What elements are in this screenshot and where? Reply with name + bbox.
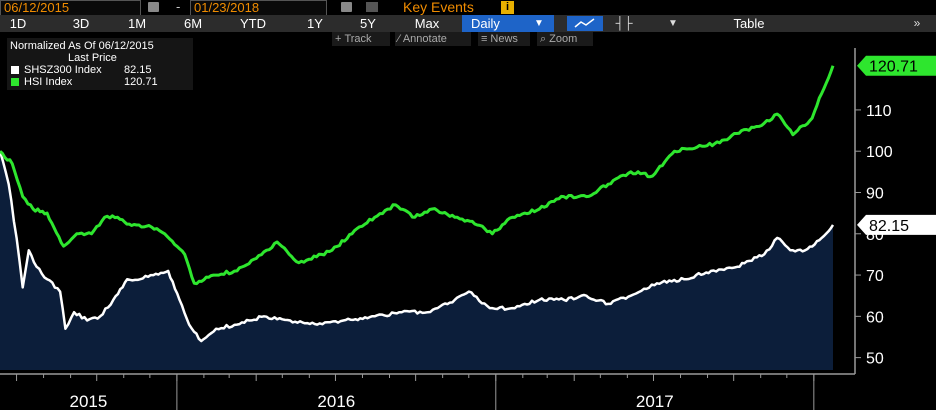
y-tick-label: 60 xyxy=(866,309,884,326)
range-tab-ytd[interactable]: YTD xyxy=(240,16,266,31)
chevron-down-icon: ▼ xyxy=(668,18,678,29)
start-date-field[interactable]: 06/12/2015 xyxy=(0,0,141,16)
chevron-down-icon: ▼ xyxy=(534,18,544,29)
range-tab-1y[interactable]: 1Y xyxy=(307,16,323,31)
news-label: News xyxy=(490,33,518,45)
last-value-label: 82.15 xyxy=(869,218,909,235)
last-value-tag-shsz300: 82.15 xyxy=(857,214,936,235)
range-selector-bar: 1D 3D 1M 6M YTD 1Y 5Y Max Daily ▼ ┤├ ▼ T… xyxy=(0,15,936,32)
date-range-toolbar: 06/12/2015 - 01/23/2018 Key Events i xyxy=(0,0,936,16)
zoom-tool[interactable]: ⌕ Zoom xyxy=(537,32,593,46)
track-tool[interactable]: + Track xyxy=(332,32,390,46)
bar-chart-button[interactable]: ┤├ xyxy=(611,15,637,32)
annotate-tool[interactable]: ∕ Annotate xyxy=(395,32,471,46)
pencil-icon: ∕ xyxy=(398,33,400,45)
last-value-tag-bg xyxy=(857,214,936,235)
legend-swatch-shsz300 xyxy=(11,66,19,74)
y-tick-label: 110 xyxy=(866,103,892,120)
y-tick-label: 70 xyxy=(866,268,884,285)
line-chart-icon xyxy=(574,18,595,28)
y-tick-label: 90 xyxy=(866,185,884,202)
legend-title: Normalized As Of 06/12/2015 xyxy=(10,40,154,52)
range-tab-5y[interactable]: 5Y xyxy=(360,16,376,31)
x-tick-label: 2015 xyxy=(70,392,108,410)
series-line-shsz300[interactable] xyxy=(0,150,835,343)
calendar-icon[interactable] xyxy=(341,2,352,12)
range-tab-6m[interactable]: 6M xyxy=(183,16,203,31)
legend-value-shsz300: 82.15 xyxy=(124,64,152,76)
series-line-hsi[interactable] xyxy=(0,65,835,286)
series-area-shsz300 xyxy=(0,151,833,370)
date-separator: - xyxy=(176,0,181,14)
table-button[interactable]: Table xyxy=(733,16,765,31)
track-label: Track xyxy=(344,33,372,45)
last-value-tag-hsi: 120.71 xyxy=(857,55,936,76)
frequency-dropdown[interactable]: Daily ▼ xyxy=(462,15,554,32)
x-tick-label: 2017 xyxy=(636,392,674,410)
calendar-icon[interactable] xyxy=(148,2,159,12)
ohlc-bar-icon: ┤├ xyxy=(615,16,633,30)
legend-subtitle: Last Price xyxy=(68,52,117,64)
key-events-label[interactable]: Key Events xyxy=(403,0,474,15)
key-events-checkbox[interactable] xyxy=(366,2,378,12)
legend-swatch-hsi xyxy=(11,78,19,86)
frequency-label: Daily xyxy=(471,16,500,31)
info-icon[interactable]: i xyxy=(501,1,514,14)
double-chevron-right-icon: » xyxy=(913,16,921,30)
range-tab-1m[interactable]: 1M xyxy=(127,16,147,31)
zoom-icon: ⌕ xyxy=(540,33,547,45)
last-value-tag-bg xyxy=(857,55,936,76)
news-icon: ≡ xyxy=(481,33,488,45)
zoom-label: Zoom xyxy=(549,33,578,45)
range-tab-3d[interactable]: 3D xyxy=(72,16,90,31)
chart-type-dropdown[interactable]: ▼ xyxy=(655,15,691,32)
annotate-label: Annotate xyxy=(402,33,447,45)
end-date-field[interactable]: 01/23/2018 xyxy=(190,0,327,16)
range-tab-max[interactable]: Max xyxy=(414,16,440,31)
line-chart-button[interactable] xyxy=(567,16,603,31)
crosshair-icon: + xyxy=(335,33,342,45)
legend-value-hsi: 120.71 xyxy=(124,76,158,88)
legend-name-shsz300: SHSZ300 Index xyxy=(24,64,102,76)
y-tick-label: 50 xyxy=(866,351,884,368)
legend-name-hsi: HSI Index xyxy=(24,76,73,88)
range-tab-1d[interactable]: 1D xyxy=(9,16,27,31)
last-value-label: 120.71 xyxy=(869,59,918,76)
x-tick-label: 2016 xyxy=(317,392,355,410)
chart-legend: Normalized As Of 06/12/2015 Last Price S… xyxy=(7,38,193,90)
y-tick-label: 100 xyxy=(866,144,893,161)
news-tool[interactable]: ≡ News xyxy=(478,32,530,46)
expand-button[interactable]: » xyxy=(905,15,929,32)
